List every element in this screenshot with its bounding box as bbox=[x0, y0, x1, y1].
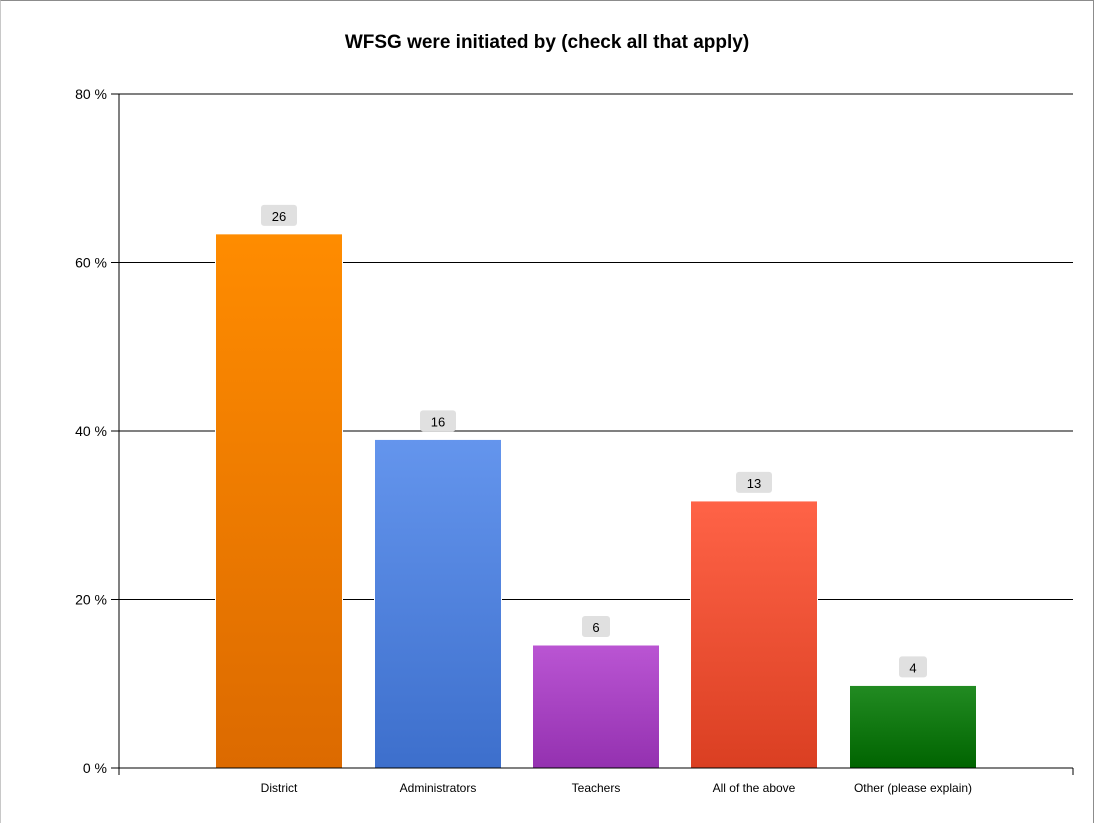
x-tick-label: All of the above bbox=[713, 781, 796, 795]
x-tick-label: Other (please explain) bbox=[854, 781, 972, 795]
bar-0 bbox=[215, 233, 343, 769]
y-tick-label: 80 % bbox=[75, 86, 107, 102]
x-tick-label: District bbox=[261, 781, 298, 795]
data-label-box bbox=[582, 615, 610, 637]
data-label: 6 bbox=[592, 620, 599, 635]
chart-title: WFSG were initiated by (check all that a… bbox=[344, 32, 750, 53]
y-tick-label: 60 % bbox=[75, 255, 107, 271]
x-tick-label: Teachers bbox=[572, 781, 621, 795]
y-tick-label: 40 % bbox=[75, 423, 107, 439]
data-label: 26 bbox=[272, 209, 286, 224]
data-label-box bbox=[736, 471, 772, 493]
y-tick-label: 0 % bbox=[83, 760, 107, 776]
bar-2 bbox=[532, 644, 660, 769]
y-tick-label: 20 % bbox=[75, 592, 107, 608]
data-label: 16 bbox=[431, 414, 445, 429]
x-tick-label: Administrators bbox=[400, 781, 477, 795]
bar-4 bbox=[849, 684, 977, 769]
data-label-box bbox=[899, 656, 927, 678]
y-axis: 0 % 20 % 40 % 60 % 80 % bbox=[75, 86, 120, 776]
bar-3 bbox=[690, 500, 818, 769]
data-label-box bbox=[261, 204, 297, 226]
data-label: 4 bbox=[909, 660, 916, 675]
x-axis: District Administrators Teachers All of the… bbox=[118, 767, 1074, 795]
data-label: 13 bbox=[747, 476, 761, 491]
bar-1 bbox=[374, 438, 502, 769]
data-label-box bbox=[420, 410, 456, 432]
bars: 26 16 6 13 4 bbox=[215, 204, 977, 769]
